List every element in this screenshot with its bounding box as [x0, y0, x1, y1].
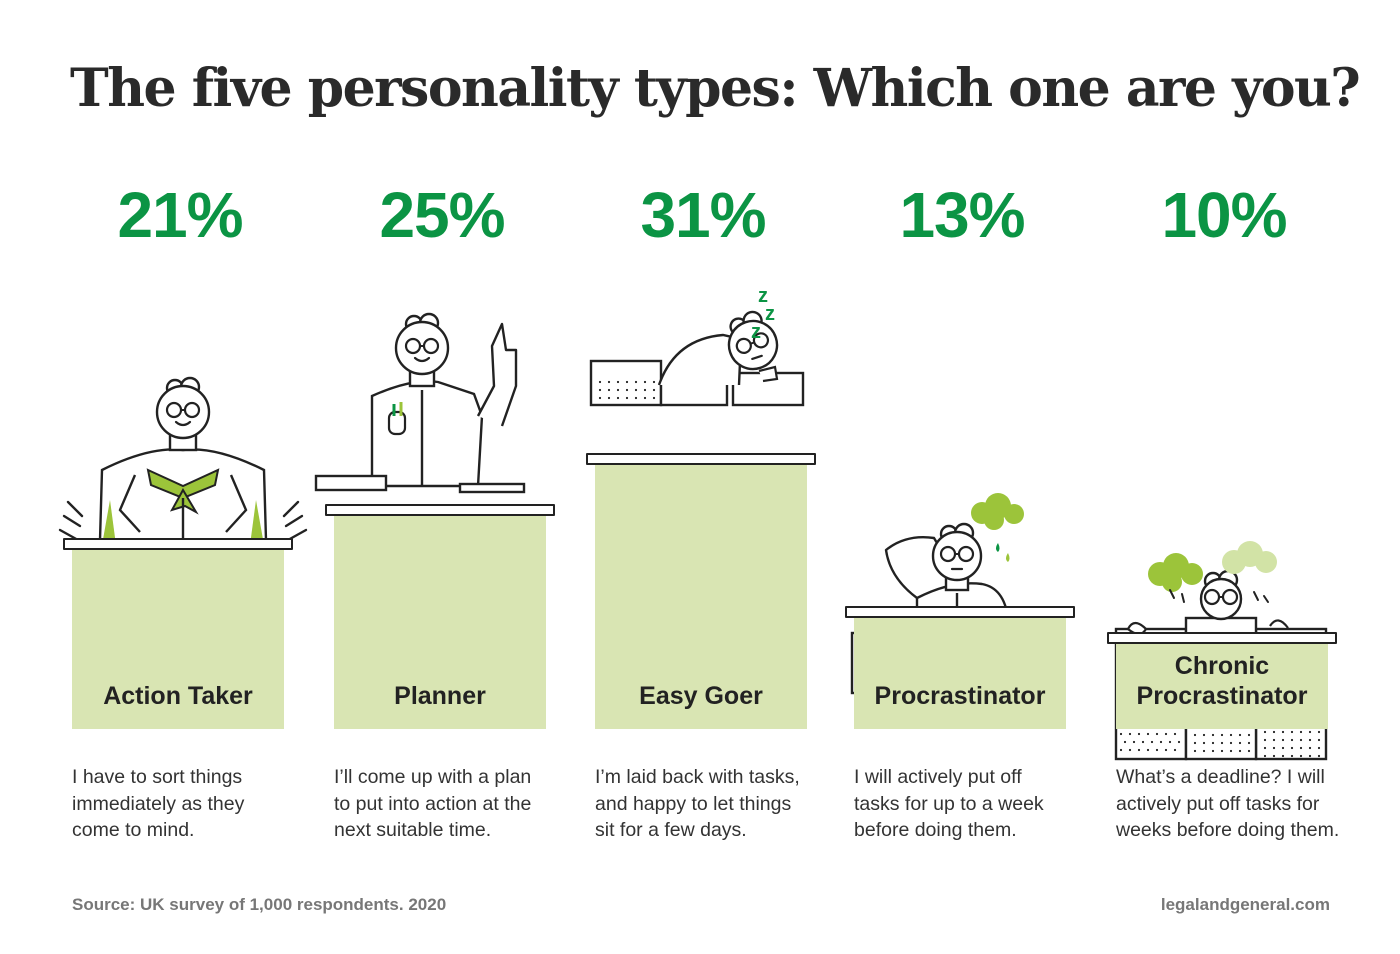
description-line: next suitable time.: [334, 819, 492, 841]
category-label: Easy Goer: [595, 681, 807, 711]
desk-edge: [325, 504, 555, 516]
description-line: actively put off tasks for: [1116, 792, 1320, 815]
bar: [72, 550, 284, 729]
percent-label: 21%: [117, 179, 243, 251]
description-line: and happy to let things: [595, 792, 792, 815]
type-description: I will actively put off tasks for up to a…: [854, 764, 1094, 844]
bar: [854, 618, 1066, 729]
bar: [1116, 644, 1328, 729]
category-label: Chronic Procrastinator: [1116, 651, 1328, 711]
category-label: Planner: [334, 681, 546, 711]
personality-column: 31% Easy Goer I’m laid back with tasks, and…: [583, 0, 823, 954]
description-line: to put into action at the: [334, 792, 532, 815]
desk-edge: [845, 606, 1075, 618]
percent-label: 13%: [899, 179, 1025, 251]
category-label-line: Procrastinator: [1136, 682, 1308, 710]
description-line: tasks for up to a week: [854, 792, 1044, 815]
category-label: Action Taker: [72, 681, 284, 711]
description-line: I’m laid back with tasks,: [595, 766, 800, 788]
percent-label: 31%: [640, 179, 766, 251]
source-note: Source: UK survey of 1,000 respondents. …: [72, 895, 447, 914]
bar: [334, 516, 546, 729]
personality-column: 10% Chronic Procrastinator What’s a deadlin…: [1104, 0, 1344, 954]
type-description: I have to sort things immediately as they…: [72, 764, 312, 844]
description-line: sit for a few days.: [595, 819, 747, 841]
type-description: I’ll come up with a plan to put into acti…: [334, 764, 574, 844]
desk-edge: [63, 538, 293, 550]
category-label-line: Chronic: [1174, 652, 1270, 680]
percent-label: 25%: [379, 179, 505, 251]
category-label-line: Action Taker: [103, 682, 253, 710]
personality-column: 13% Procrastinator I will actively put off…: [842, 0, 1082, 954]
person-hands-on-hips-icon: [58, 376, 308, 560]
description-line: come to mind.: [72, 819, 195, 841]
sleep-z-icon: z: [765, 303, 775, 325]
person-finger-raised-icon: [314, 312, 526, 494]
sleep-z-icon: z: [751, 321, 761, 343]
description-line: before doing them.: [854, 819, 1017, 841]
description-line: I have to sort things: [72, 766, 243, 788]
category-label: Procrastinator: [854, 681, 1066, 711]
type-description: What’s a deadline? I will actively put of…: [1116, 764, 1356, 844]
category-label-line: Procrastinator: [874, 682, 1046, 710]
desk-edge: [1107, 632, 1337, 644]
personality-column: 21% Action Taker I have to sort things imme…: [58, 0, 308, 954]
description-line: immediately as they: [72, 792, 245, 815]
bar: [595, 465, 807, 729]
description-line: What’s a deadline? I will: [1116, 766, 1325, 788]
description-line: I will actively put off: [854, 766, 1022, 788]
personality-column: 25% Planner I’ll come up with a plan to put…: [314, 0, 562, 954]
description-line: weeks before doing them.: [1116, 819, 1340, 841]
percent-label: 10%: [1161, 179, 1287, 251]
category-label-line: Planner: [394, 682, 486, 710]
description-line: I’ll come up with a plan: [334, 766, 532, 788]
type-description: I’m laid back with tasks, and happy to le…: [595, 764, 835, 844]
infographic-title: The five personality types: Which one ar…: [70, 58, 1361, 119]
category-label-line: Easy Goer: [639, 682, 763, 710]
sleep-z-icon: z: [758, 285, 768, 307]
website-link[interactable]: legalandgeneral.com: [1160, 895, 1330, 914]
person-sleeping-icon: [589, 310, 805, 407]
desk-edge: [586, 453, 816, 465]
